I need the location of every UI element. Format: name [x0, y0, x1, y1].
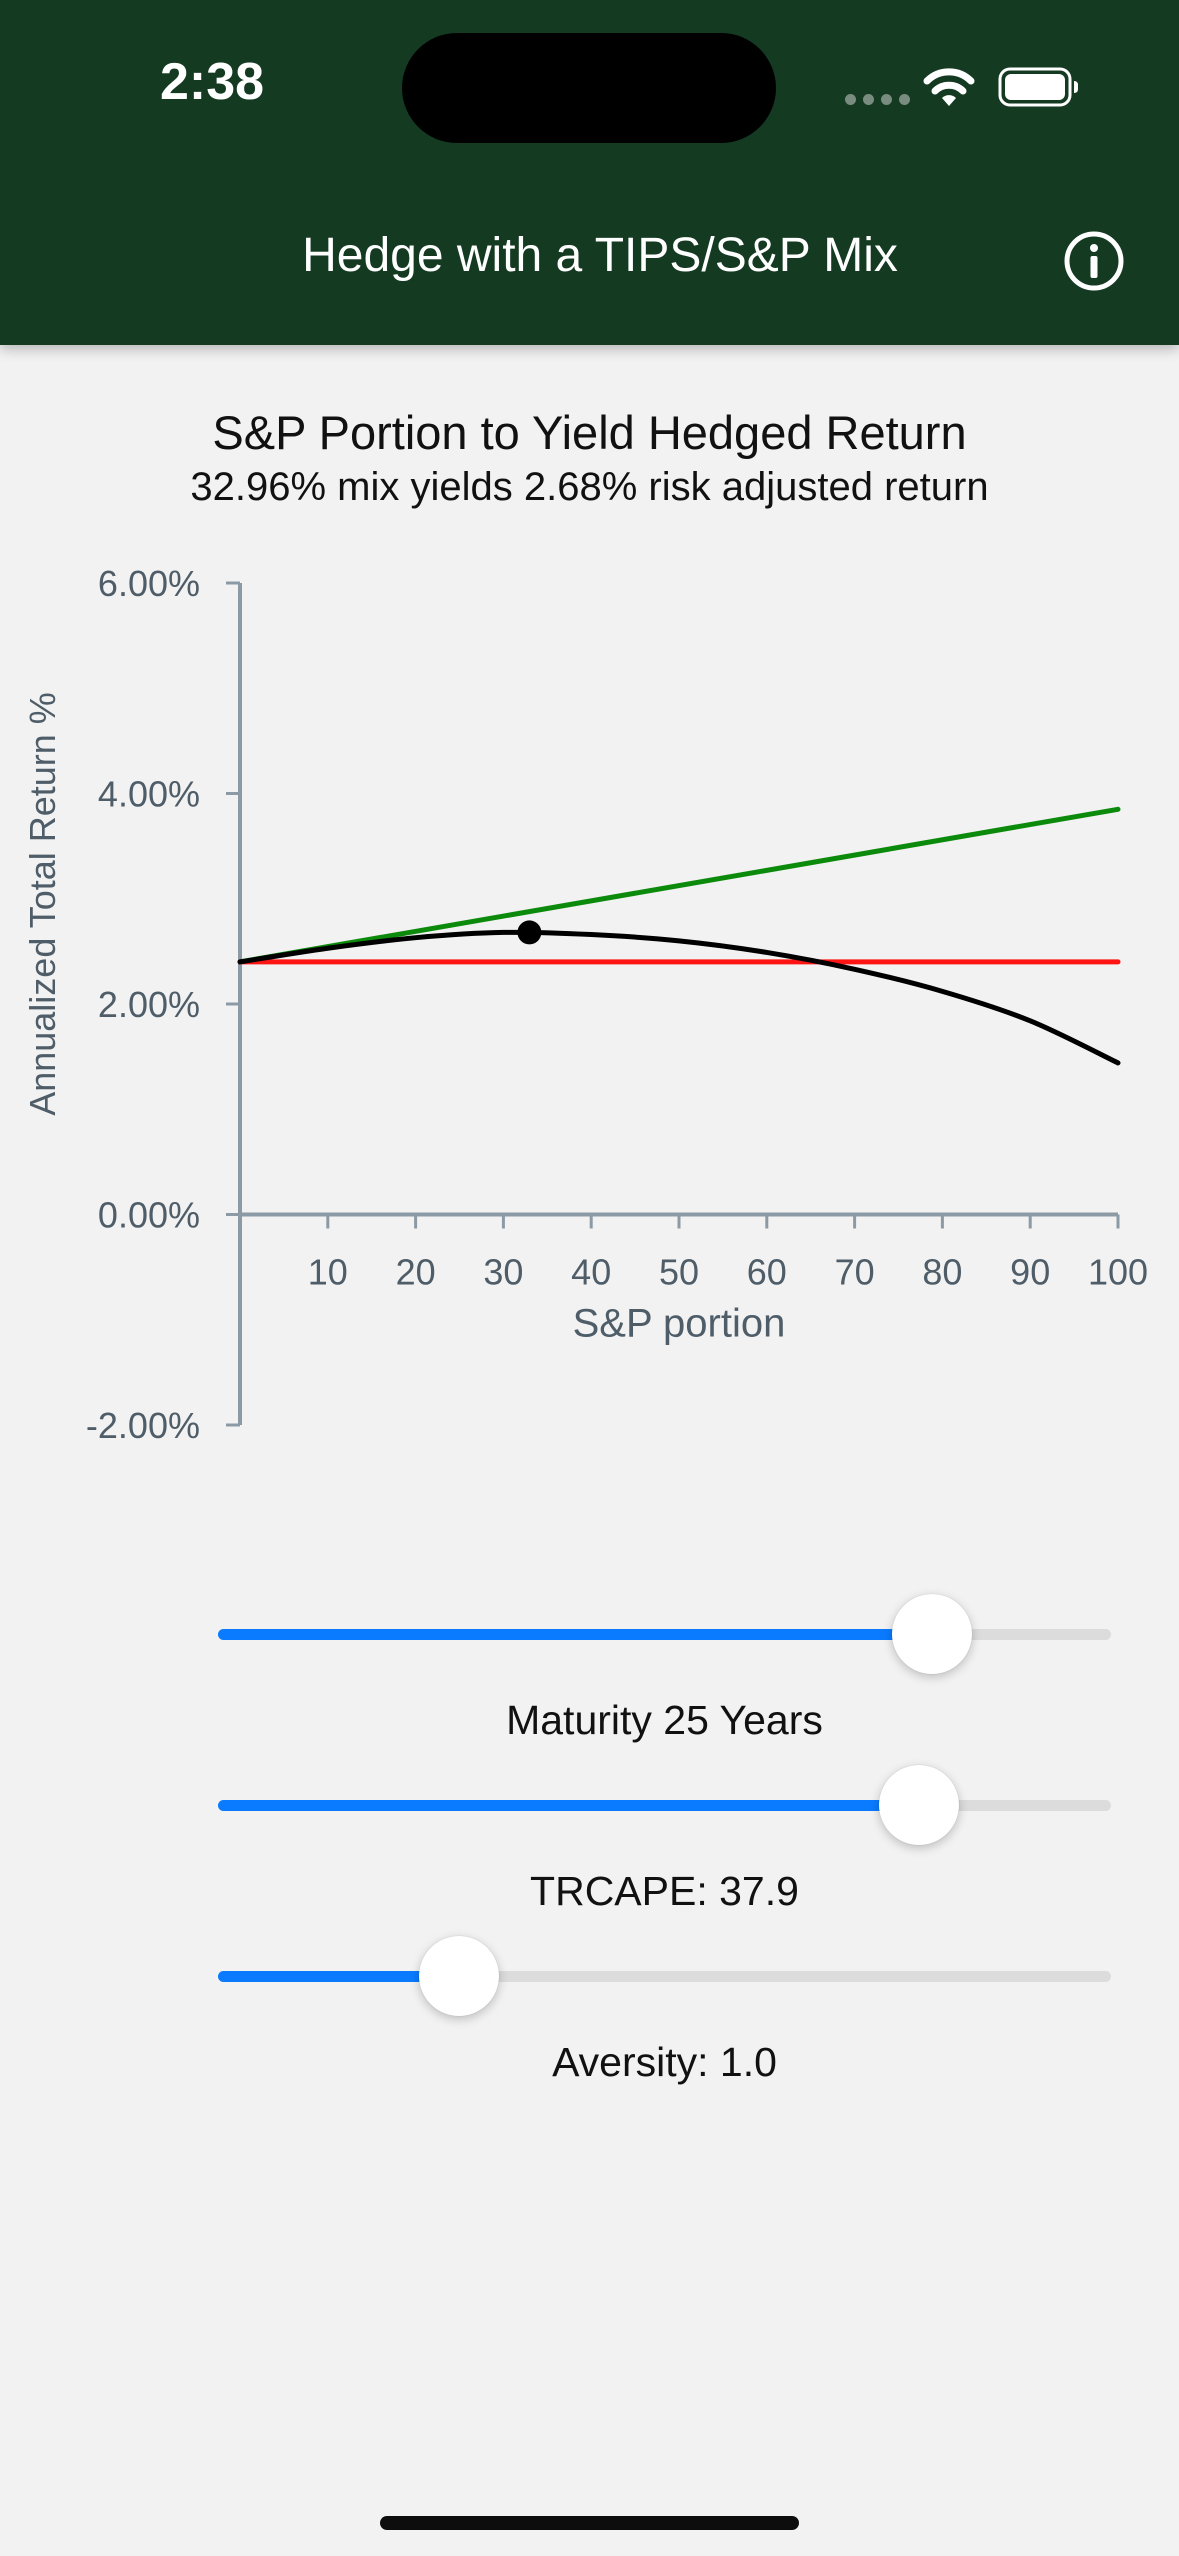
- info-icon[interactable]: [1062, 229, 1126, 293]
- aversity-slider[interactable]: [218, 1936, 1111, 2016]
- chart-subtitle: 32.96% mix yields 2.68% risk adjusted re…: [190, 465, 989, 509]
- slider-fill: [218, 1800, 919, 1811]
- y-tick-label: 2.00%: [98, 984, 200, 1025]
- trcape-slider[interactable]: [218, 1765, 1111, 1845]
- x-tick-label: 70: [835, 1252, 875, 1293]
- wifi-icon: [923, 68, 975, 106]
- optimal-point-marker: [517, 920, 542, 945]
- x-tick-label: 30: [483, 1252, 523, 1293]
- series-line-black: [237, 929, 1121, 1066]
- y-tick-label: -2.00%: [86, 1405, 200, 1446]
- app-header: 2:38 Hedge with a TIPS/S&P Mix: [0, 0, 1179, 345]
- y-tick-label: 4.00%: [98, 774, 200, 815]
- battery-icon: [998, 67, 1078, 107]
- y-tick-label: 6.00%: [98, 563, 200, 604]
- x-tick-label: 100: [1088, 1252, 1148, 1293]
- page-title: Hedge with a TIPS/S&P Mix: [302, 229, 898, 282]
- x-tick-label: 10: [308, 1252, 348, 1293]
- series-line-green: [237, 806, 1121, 965]
- x-tick-label: 20: [396, 1252, 436, 1293]
- slider-thumb[interactable]: [879, 1765, 959, 1845]
- x-tick-label: 60: [747, 1252, 787, 1293]
- maturity-slider[interactable]: [218, 1594, 1111, 1674]
- cellular-signal-icon: [845, 94, 910, 105]
- return-chart: 6.00% 4.00% 2.00% 0.00% -2.00% 10 20 30 40 50 60 70…: [22, 563, 1148, 1446]
- slider-track: [218, 1971, 1111, 1982]
- maturity-label: Maturity 25 Years: [506, 1697, 823, 1743]
- y-axis-title: Annualized Total Return %: [22, 692, 63, 1116]
- dynamic-island: [402, 33, 776, 143]
- slider-thumb[interactable]: [892, 1594, 973, 1674]
- x-tick-label: 80: [922, 1252, 962, 1293]
- slider-fill: [218, 1629, 933, 1640]
- x-tick-label: 90: [1010, 1252, 1050, 1293]
- x-tick-label: 40: [571, 1252, 611, 1293]
- y-tick-label: 0.00%: [98, 1195, 200, 1236]
- slider-thumb[interactable]: [419, 1936, 500, 2016]
- home-indicator: [380, 2516, 799, 2530]
- chart-title: S&P Portion to Yield Hedged Return: [212, 406, 967, 459]
- aversity-label: Aversity: 1.0: [552, 2039, 777, 2085]
- status-time: 2:38: [160, 53, 265, 111]
- x-axis-title: S&P portion: [573, 1302, 786, 1346]
- slider-fill: [218, 1971, 460, 1982]
- trcape-label: TRCAPE: 37.9: [530, 1868, 799, 1914]
- x-tick-label: 50: [659, 1252, 699, 1293]
